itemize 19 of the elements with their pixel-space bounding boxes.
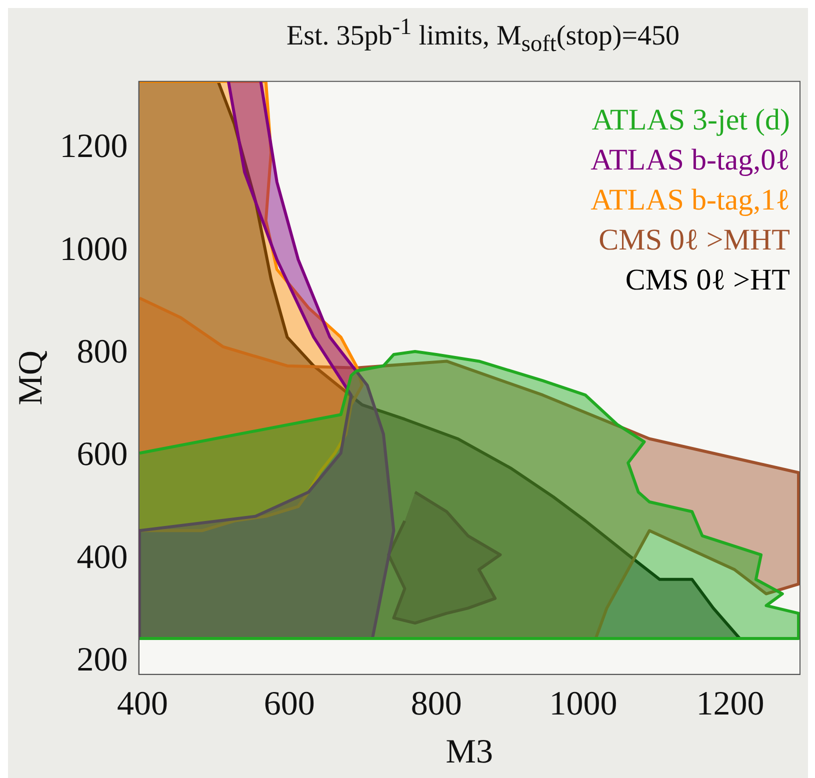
x-tick-label: 400: [116, 686, 168, 723]
text: ATLAS 3-jet (d): [592, 103, 790, 136]
x-tick-label: 1000: [549, 686, 618, 723]
x-axis-title: M3: [446, 733, 494, 770]
x-tick-label: 800: [410, 686, 462, 723]
y-axis-title: MQ: [12, 350, 50, 406]
y-tick-label: 200: [76, 641, 128, 678]
y-tick-label: 1200: [60, 128, 128, 165]
y-tick-label: 800: [76, 333, 128, 370]
text: ATLAS b-tag,1ℓ: [590, 183, 790, 216]
chart-title: Est. 35pb$^{-1}$ limits, M$_{soft}$(stop)=450: [285, 13, 681, 58]
text: CMS 0ℓ >MHT: [598, 223, 790, 256]
x-tick-label: 1200: [696, 686, 764, 723]
y-tick-label: 1000: [60, 230, 128, 268]
text: CMS 0ℓ >HT: [625, 263, 790, 296]
x-tick-label: 600: [264, 686, 315, 723]
text: ATLAS b-tag,0ℓ: [590, 143, 790, 176]
y-tick-label: 400: [76, 538, 128, 576]
y-tick-label: 600: [76, 436, 128, 474]
